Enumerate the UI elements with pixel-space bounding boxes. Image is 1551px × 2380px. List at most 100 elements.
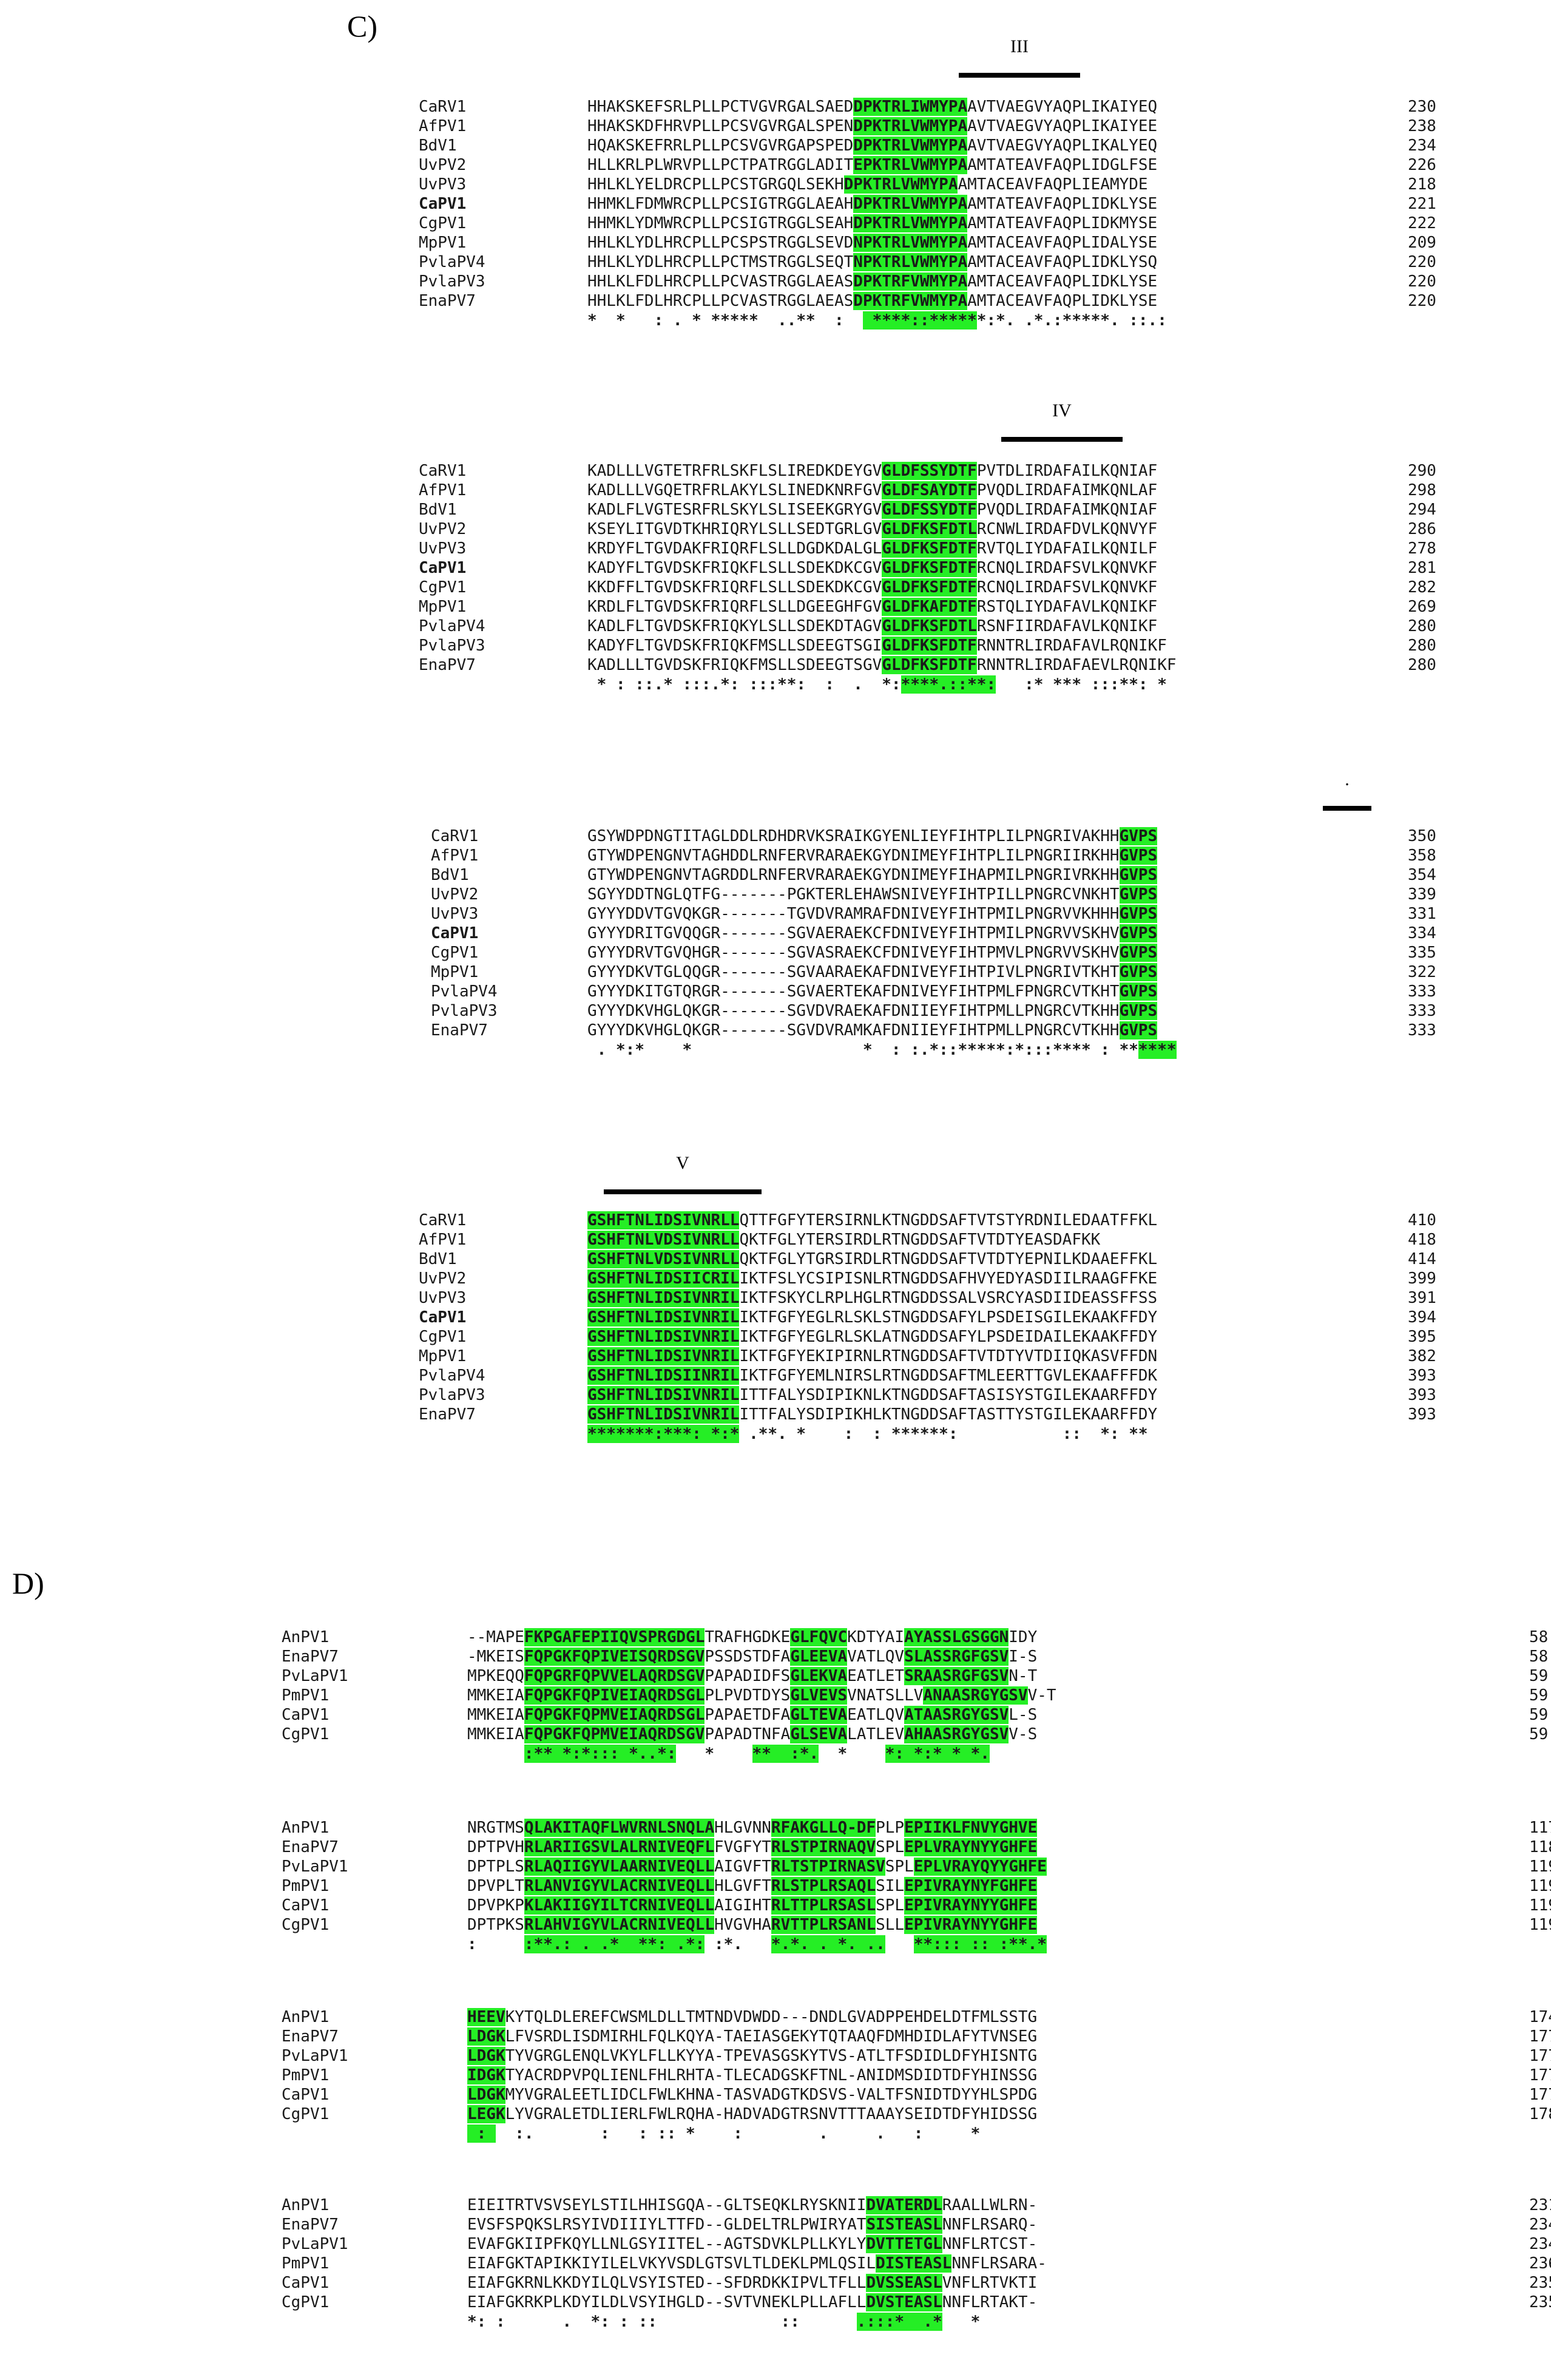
sequence-row: HHMKLFDMWRCPLLPCSIGTRGGLAEAHDPKTRLVWMYPA… — [587, 194, 1157, 214]
residue-position: 290 — [1408, 462, 1436, 480]
residue-position: 331 — [1408, 905, 1436, 923]
sequence-segment: DPTPLS — [467, 1858, 524, 1876]
residue-position: 410 — [1408, 1211, 1436, 1229]
conserved-motif-segment: FQPGKFQPMVEIAQRDSGL — [524, 1706, 705, 1724]
consensus-segment: :* *** :::**: * — [996, 675, 1167, 694]
sequence-name: MpPV1 — [419, 1347, 467, 1365]
residue-position: 218 — [1408, 175, 1436, 194]
sequence-row: GYYYDRITGVQQGR-------SGVAERAEKCFDNIVEYFI… — [587, 924, 1158, 943]
conserved-motif-segment: SISTEASL — [866, 2216, 942, 2234]
sequence-name: CgPV1 — [282, 1725, 329, 1743]
conserved-motif-segment: GLDFSAYDTF — [882, 481, 977, 499]
sequence-segment: SGYYDDTNGLQTFG-------PGKTERLEHAWSNIVEYFI… — [587, 885, 1120, 904]
sequence-segment: VATLQV — [847, 1648, 905, 1666]
sequence-row: GSHFTNLIDSIINRILIKTFGFYEMLNIRSLRTNGDDSAF… — [587, 1366, 1157, 1385]
sequence-name: BdV1 — [431, 866, 469, 884]
residue-position: 399 — [1408, 1269, 1436, 1288]
consensus-segment: * — [676, 1745, 752, 1763]
sequence-segment: SPL — [885, 1858, 914, 1876]
sequence-segment: EIAFGKRNLKKDYILQLVSYISTED--SFDRDKKIPVLTF… — [467, 2274, 867, 2292]
sequence-name: CaPV1 — [282, 1706, 329, 1724]
sequence-name: CgPV1 — [282, 1916, 329, 1934]
conserved-motif-segment: GLTEVA — [790, 1706, 848, 1724]
sequence-segment: QKTFGLYTGRSIRDLRTNGDDSAFTVTDTYEPNILKDAAE… — [739, 1250, 1158, 1268]
conserved-motif-segment: GLEKVA — [790, 1667, 848, 1685]
residue-position: 282 — [1408, 578, 1436, 597]
conserved-motif-segment: SRAASRGFGSV — [904, 1667, 1009, 1685]
sequence-segment: LATLEV — [847, 1725, 905, 1743]
sequence-segment: KADLLLVGTETRFRLSKFLSLIREDKDEYGV — [587, 462, 882, 480]
residue-position: 280 — [1408, 617, 1436, 635]
sequence-row: KADLFLVGTESRFRLSKYLSLISEEKGRYGVGLDFSSYDT… — [587, 500, 1157, 519]
residue-position: 418 — [1408, 1231, 1436, 1249]
sequence-row: HHMKLYDMWRCPLLPCSIGTRGGLSEAHDPKTRLVWMYPA… — [587, 214, 1157, 233]
sequence-segment: RNNTRLIRDAFAEVLRQNIKF — [976, 656, 1177, 674]
conserved-motif-segment: GLDFKAFDTF — [882, 598, 977, 616]
sequence-row: MPKEQQFQPGRFQPVVELAQRDSGVPAPADIDFSGLEKVA… — [467, 1666, 1037, 1686]
sequence-segment: NNFLRTAKT- — [942, 2293, 1038, 2311]
sequence-name: CaPV1 — [282, 2086, 329, 2104]
sequence-name: AnPV1 — [282, 1628, 329, 1646]
residue-position: 333 — [1408, 1002, 1436, 1020]
sequence-segment: KADLFLTGVDSKFRIQKYLSLLSDEKDTAGV — [587, 617, 882, 635]
sequence-segment: HHLKLYDLHRCPLLPCTMSTRGGLSEQT — [587, 253, 854, 271]
conserved-motif-segment: FQPGRFQPVVELAQRDSGV — [524, 1667, 705, 1685]
sequence-segment: HHAKSKEFSRLPLLPCTVGVRGALSAED — [587, 98, 854, 116]
residue-position: 118 — [1529, 1838, 1551, 1856]
residue-position: 59 — [1529, 1706, 1549, 1724]
conserved-motif-segment: GLDFKSFDTF — [882, 559, 977, 577]
sequence-segment: AIGIHT — [714, 1896, 771, 1915]
consensus-segment: .:::* .* — [856, 2313, 942, 2331]
conserved-motif-segment: EPIVRAYNYFGHFE — [904, 1877, 1038, 1895]
sequence-segment: IKTFGFYEMLNIRSLRTNGDDSAFTMLEERTTGVLEKAAF… — [739, 1367, 1158, 1385]
sequence-name: PvLaPV1 — [282, 1667, 348, 1685]
consensus-line: : :. : : :: * : . . : * — [467, 2124, 980, 2143]
sequence-row: KADYFLTGVDSKFRIQKFLSLLSDEKDKCGVGLDFKSFDT… — [587, 558, 1157, 578]
sequence-segment: RNNTRLIRDAFAVLRQNIKF — [976, 637, 1167, 655]
sequence-row: LDGKLFVSRDLISDMIRHLFQLKQYA-TAEIASGEKYTQT… — [467, 2027, 1037, 2046]
conserved-motif-segment: EPKTRLVWMYPA — [853, 156, 968, 174]
conserved-motif-segment: GLVEVS — [790, 1686, 848, 1705]
consensus-segment: *:*. .*.:*****. ::.: — [976, 311, 1167, 330]
sequence-row: EIAFGKRNLKKDYILQLVSYISTED--SFDRDKKIPVLTF… — [467, 2273, 1037, 2293]
conserved-motif-segment: GVPS — [1119, 885, 1158, 904]
sequence-segment: GYYYDKITGTQRGR-------SGVAERTEKAFDNIVEYFI… — [587, 982, 1120, 1001]
consensus-segment: * * : . * ***** ..** : — [587, 311, 863, 330]
residue-position: 235 — [1529, 2293, 1551, 2311]
sequence-name: AfPV1 — [419, 1231, 467, 1249]
consensus-line: * : ::.* :::.*: :::**: : . *:****.::**: … — [587, 675, 1167, 694]
conserved-motif-segment: GSHFTNLIDSIVNRIL — [587, 1328, 740, 1346]
conserved-motif-segment: QLAKITAQFLWVRNLSNQLA — [524, 1819, 714, 1837]
sequence-row: HHLKLFDLHRCPLLPCVASTRGGLAEASDPKTRFVWMYPA… — [587, 291, 1157, 311]
residue-position: 298 — [1408, 481, 1436, 499]
sequence-segment: KKDFFLTGVDSKFRIQRFLSLLSDEKDKCGV — [587, 578, 882, 597]
conserved-motif-segment: RLTTPLRSASL — [771, 1896, 876, 1915]
conserved-motif-segment: GLSEVA — [790, 1725, 848, 1743]
sequence-segment: KADLLLVGQETRFRLAKYLSLINEDKNRFGV — [587, 481, 882, 499]
sequence-row: DPTPKSRLAHVIGYVLACRNIVEQLLHVGVHARVTTPLRS… — [467, 1915, 1038, 1935]
conserved-motif-segment: GLDFKSFDTF — [882, 578, 977, 597]
sequence-segment: AVTVAEGVYAQPLIKAIYEE — [967, 117, 1158, 135]
sequence-segment: KADLFLVGTESRFRLSKYLSLISEEKGRYGV — [587, 501, 882, 519]
conserved-motif-segment: AHAASRGYGSV — [904, 1725, 1009, 1743]
sequence-segment: EVSFSPQKSLRSYIVDIIIYLTTFD--GLDELTRLPWIRY… — [467, 2216, 867, 2234]
sequence-row: GYYYDKVTGLQQGR-------SGVAARAEKAFDNIVEYFI… — [587, 962, 1158, 982]
sequence-segment: HHMKLYDMWRCPLLPCSIGTRGGLSEAH — [587, 214, 854, 232]
residue-position: 269 — [1408, 598, 1436, 616]
sequence-row: HEEVKYTQLDLEREFCWSMLDLLTMTNDVDWDD---DNDL… — [467, 2007, 1037, 2027]
sequence-name: PmPV1 — [282, 1686, 329, 1705]
sequence-segment: SIL — [876, 1877, 905, 1895]
sequence-name: BdV1 — [419, 1250, 457, 1268]
sequence-segment: AMTACEAVFAQPLIDALYSE — [967, 234, 1158, 252]
sequence-segment: GYYYDRVTGVQHGR-------SGVASRAEKCFDNIVEYFI… — [587, 944, 1120, 962]
sequence-row: LDGKMYVGRALEETLIDCLFWLKHNA-TASVADGTKDSVS… — [467, 2085, 1037, 2104]
sequence-row: KADLLLVGQETRFRLAKYLSLINEDKNRFGVGLDFSAYDT… — [587, 481, 1157, 500]
consensus-segment: :**.: . .* **: .*: — [524, 1935, 705, 1953]
conserved-motif-segment: FQPGKFQPMVEIAQRDSGV — [524, 1725, 705, 1743]
sequence-row: HHAKSKEFSRLPLLPCTVGVRGALSAEDDPKTRLIWMYPA… — [587, 97, 1157, 117]
motif-label: IV — [1052, 401, 1072, 421]
sequence-row: GSYWDPDNGTITAGLDDLRDHDRVKSRAIKGYENLIEYFI… — [587, 827, 1158, 846]
consensus-segment: ****.::**: — [901, 675, 996, 694]
residue-position: 174 — [1529, 2008, 1551, 2026]
sequence-row: DPTPLSRLAQIIGYVLAARNIVEQLLAIGVFTRLTSTPIR… — [467, 1857, 1047, 1876]
